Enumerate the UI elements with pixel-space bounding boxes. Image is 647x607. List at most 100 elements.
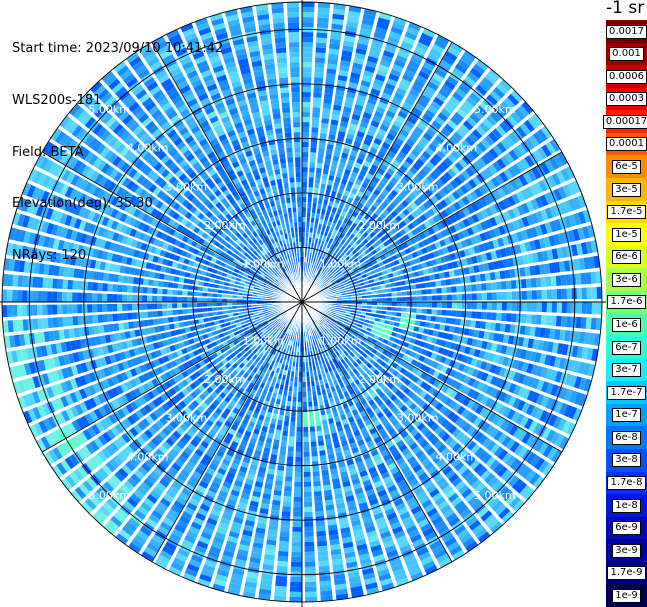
gate-cell — [340, 152, 349, 159]
gate-cell — [342, 253, 348, 260]
gate-cell — [557, 232, 566, 245]
gate-cell — [339, 183, 346, 190]
gate-cell — [496, 157, 507, 170]
gate-cell — [456, 285, 462, 293]
gate-cell — [371, 305, 377, 310]
gate-cell — [345, 230, 352, 237]
gate-cell — [391, 292, 397, 297]
gate-cell — [325, 73, 336, 80]
gate-cell — [376, 150, 386, 159]
gate-cell — [463, 75, 476, 87]
gate-cell — [292, 526, 302, 532]
gate-cell — [338, 161, 346, 169]
gate-cell — [422, 268, 429, 275]
gate-cell — [316, 208, 321, 214]
gate-cell — [448, 269, 455, 277]
gate-cell — [482, 241, 490, 251]
gate-cell — [363, 213, 371, 220]
gate-cell — [296, 426, 302, 432]
gate-cell — [460, 318, 467, 327]
gate-cell — [524, 137, 536, 150]
gate-cell — [484, 272, 491, 281]
gate-cell — [361, 273, 368, 279]
gate-cell — [453, 268, 460, 277]
gate-cell — [451, 260, 459, 269]
gate-cell — [369, 46, 382, 54]
gate-cell — [480, 252, 488, 262]
gate-cell — [304, 551, 316, 557]
gate-cell — [565, 315, 572, 328]
gate-cell — [317, 249, 322, 256]
gate-cell — [314, 259, 318, 265]
gate-cell — [539, 194, 549, 207]
gate-cell — [464, 135, 475, 147]
gate-cell — [510, 111, 522, 124]
gate-cell — [457, 220, 466, 230]
gate-cell — [421, 150, 431, 160]
gate-cell — [339, 251, 345, 257]
gate-cell — [434, 323, 441, 330]
gate-cell — [463, 327, 470, 336]
gate-cell — [365, 234, 372, 242]
gate-cell — [274, 485, 283, 491]
gate-cell — [294, 466, 302, 472]
gate-cell — [322, 251, 327, 258]
gate-cell — [500, 280, 507, 290]
gate-cell — [435, 149, 446, 160]
gate-cell — [524, 241, 532, 252]
gate-cell — [302, 102, 311, 108]
gate-cell — [386, 167, 395, 176]
gate-cell — [302, 77, 312, 83]
gate-cell — [425, 315, 432, 321]
gate-cell — [323, 264, 329, 270]
gate-cell — [291, 536, 302, 542]
gate-cell — [557, 186, 567, 199]
gate-cell — [495, 281, 502, 290]
gate-cell — [317, 540, 328, 547]
gate-cell — [411, 289, 417, 296]
gate-cell — [437, 131, 448, 141]
gate-cell — [356, 174, 365, 182]
gate-cell — [395, 316, 401, 322]
gate-cell — [387, 150, 396, 159]
gate-cell — [380, 91, 392, 101]
gate-cell — [496, 82, 509, 95]
gate-cell — [288, 436, 295, 442]
gate-cell — [316, 22, 329, 29]
gate-cell — [296, 416, 302, 422]
gate-cell — [522, 254, 529, 265]
gate-cell — [330, 270, 336, 275]
gate-cell — [559, 329, 566, 341]
gate-cell — [353, 161, 362, 169]
gate-cell — [356, 94, 367, 102]
gate-cell — [401, 160, 411, 169]
gate-cell — [419, 94, 431, 104]
gate-cell — [314, 177, 321, 184]
gate-cell — [444, 324, 451, 332]
gate-cell — [357, 37, 370, 46]
gate-cell — [317, 152, 324, 159]
gate-cell — [571, 179, 581, 194]
gate-cell — [376, 305, 382, 310]
gate-cell — [323, 163, 330, 170]
gate-cell — [464, 275, 471, 284]
gate-cell — [348, 154, 357, 162]
gate-cell — [317, 7, 330, 14]
gate-cell — [426, 308, 432, 315]
gate-cell — [328, 261, 334, 267]
gate-cell — [341, 111, 351, 118]
gate-cell — [302, 32, 314, 38]
gate-cell — [295, 441, 302, 447]
gate-cell — [304, 536, 315, 542]
gate-cell — [466, 226, 475, 236]
gate-cell — [443, 171, 453, 181]
gate-cell — [310, 217, 315, 223]
gate-cell — [340, 277, 347, 282]
gate-cell — [511, 232, 519, 243]
gate-cell — [292, 531, 302, 537]
gate-cell — [580, 316, 587, 329]
gate-cell — [312, 476, 321, 482]
gate-cell — [494, 322, 501, 332]
gate-cell — [317, 278, 322, 284]
gate-cell — [327, 53, 339, 60]
